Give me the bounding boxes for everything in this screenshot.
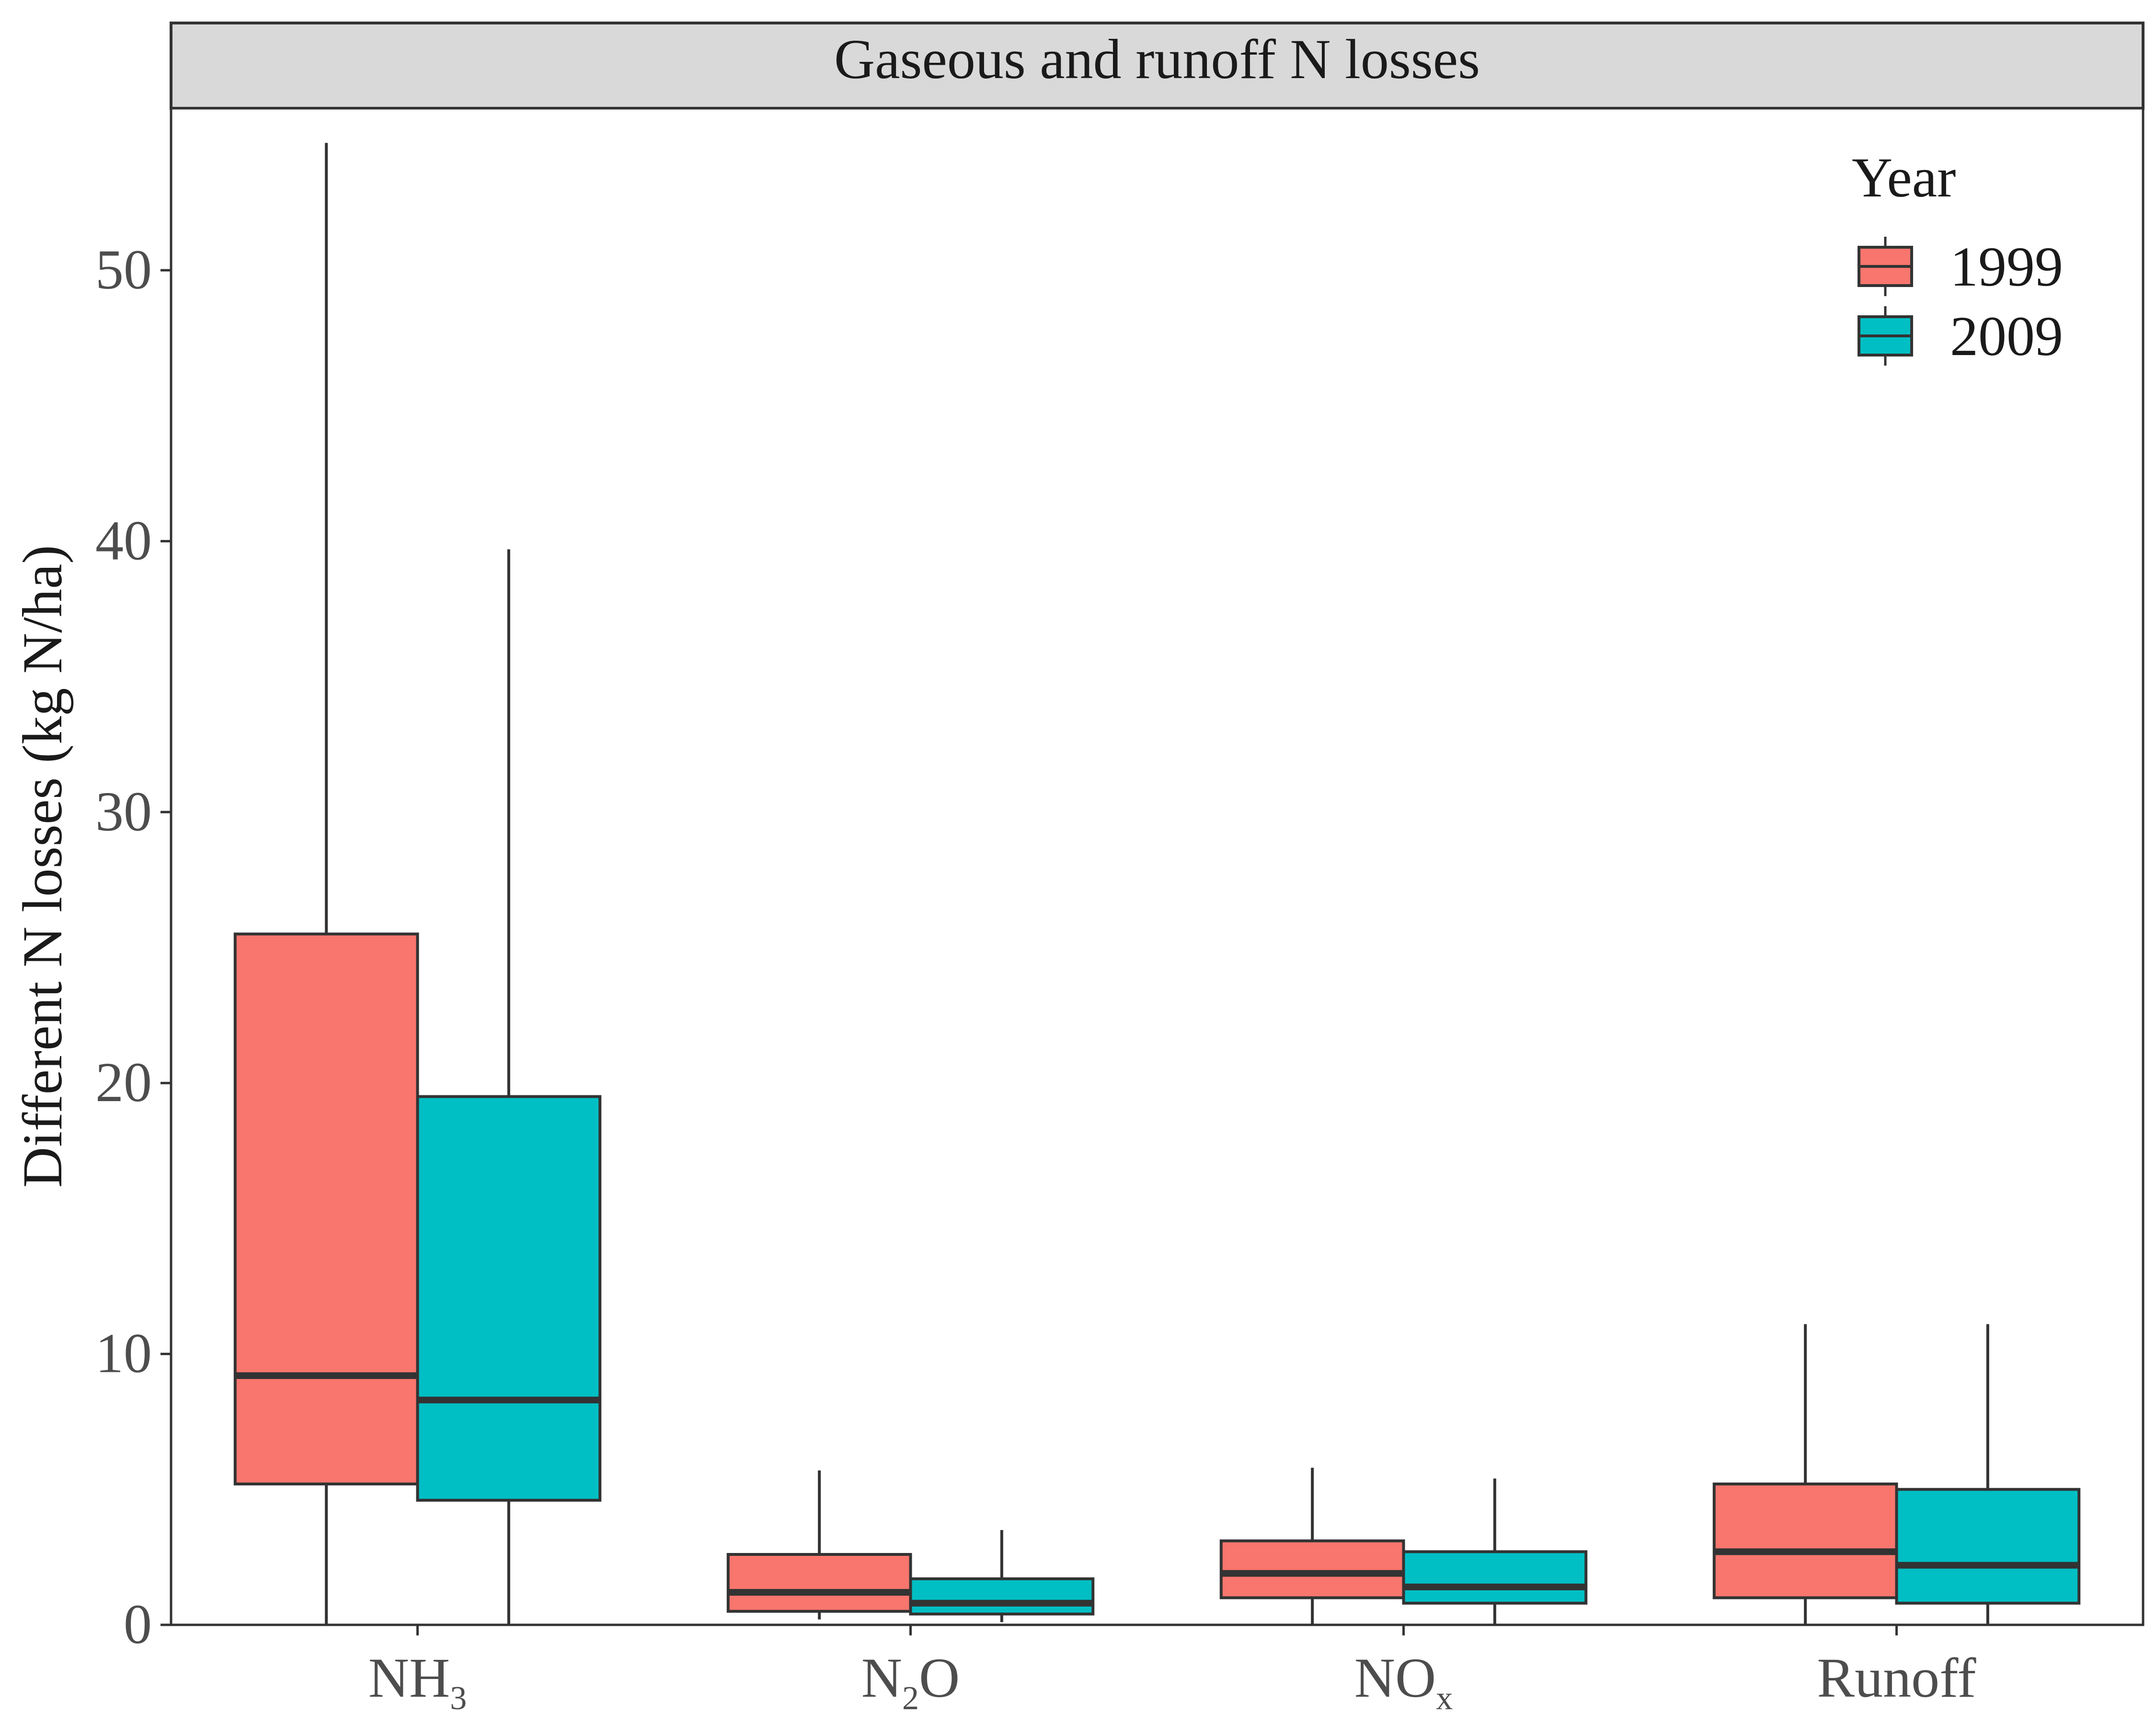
box-iqr bbox=[1219, 1539, 1405, 1599]
box-iqr bbox=[726, 1552, 912, 1613]
x-tick-label: N2O bbox=[861, 1646, 960, 1717]
legend-title: Year bbox=[1852, 146, 1956, 209]
y-tick-label: 30 bbox=[95, 780, 152, 843]
box-1999-3 bbox=[1712, 1324, 1898, 1625]
x-tick-label: NH3 bbox=[368, 1646, 467, 1717]
box-2009-0 bbox=[416, 549, 602, 1625]
legend-label: 1999 bbox=[1950, 235, 2063, 298]
box-iqr bbox=[1895, 1488, 2081, 1605]
box-iqr bbox=[1712, 1482, 1898, 1599]
box-2009-2 bbox=[1402, 1478, 1588, 1625]
x-tick-label: Runoff bbox=[1817, 1646, 1976, 1709]
box-iqr bbox=[1402, 1550, 1588, 1605]
x-tick-label-base: NO bbox=[1354, 1646, 1436, 1709]
x-tick-label-subscript: 2 bbox=[902, 1680, 919, 1717]
legend-item-2009: 2009 bbox=[1858, 305, 2063, 368]
y-tick-label: 50 bbox=[95, 238, 152, 301]
x-tick-label-rest: O bbox=[919, 1646, 960, 1709]
legend-items: 1999 2009 bbox=[1858, 235, 2063, 368]
y-axis: 0 10 20 30 40 50 bbox=[95, 238, 171, 1656]
y-tick-label: 40 bbox=[95, 509, 152, 572]
box-iqr bbox=[233, 932, 419, 1485]
strip-background bbox=[170, 22, 2145, 110]
box-1999-0 bbox=[233, 143, 419, 1625]
box-2009-3 bbox=[1895, 1324, 2081, 1625]
x-tick-label: NOx bbox=[1354, 1646, 1453, 1717]
box-iqr bbox=[416, 1095, 602, 1502]
legend-label: 2009 bbox=[1950, 305, 2063, 368]
x-tick-label-base: N bbox=[861, 1646, 902, 1709]
box-2009-1 bbox=[909, 1530, 1095, 1622]
box-1999-1 bbox=[726, 1470, 912, 1620]
legend: Year 1999 2009 bbox=[1852, 146, 2063, 368]
x-tick-label-subscript: x bbox=[1436, 1680, 1453, 1717]
y-tick-label: 0 bbox=[124, 1593, 152, 1656]
x-tick-label-base: NH bbox=[368, 1646, 450, 1709]
x-tick-label-subscript: 3 bbox=[450, 1680, 467, 1717]
y-tick-label: 20 bbox=[95, 1051, 152, 1114]
y-axis-title: Different N losses (kg N/ha) bbox=[11, 545, 74, 1187]
x-tick-label-base: Runoff bbox=[1817, 1646, 1976, 1709]
boxes-layer bbox=[233, 143, 2081, 1625]
y-tick-label: 10 bbox=[95, 1322, 152, 1385]
strip-title: Gaseous and runoff N losses bbox=[834, 28, 1480, 91]
x-axis: NH3 N2O NOx Runoff bbox=[368, 1625, 1976, 1717]
box-iqr bbox=[909, 1577, 1095, 1616]
legend-item-1999: 1999 bbox=[1858, 235, 2063, 298]
